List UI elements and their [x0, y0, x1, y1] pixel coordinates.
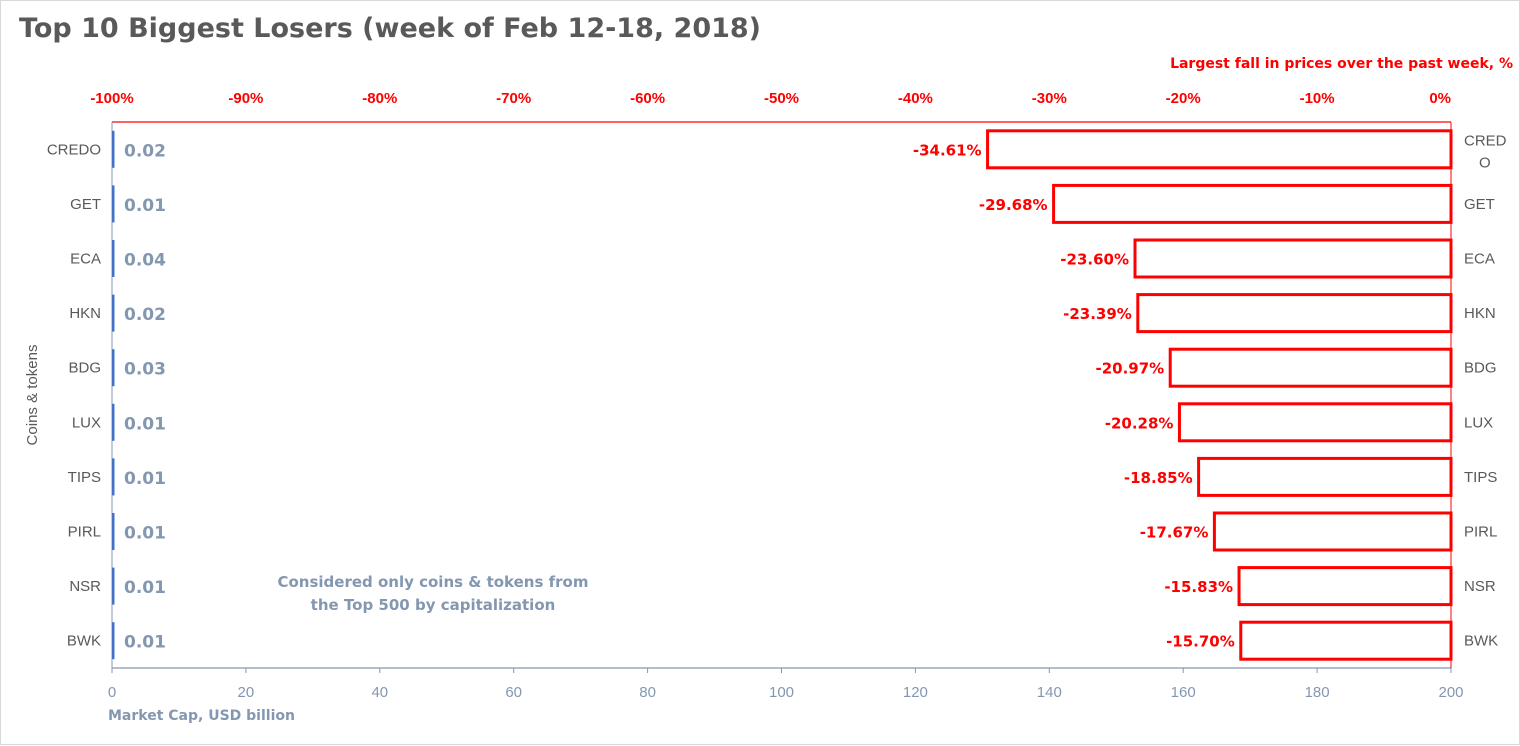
- bottom-axis-tick-label: 200: [1438, 684, 1463, 701]
- market-cap-bar: [112, 567, 115, 605]
- category-label-right: BWK: [1464, 633, 1498, 650]
- price-change-bar: [1136, 293, 1453, 334]
- price-change-label: -20.28%: [1105, 414, 1174, 432]
- price-change-bar: [986, 129, 1453, 170]
- price-change-label: -17.67%: [1140, 524, 1209, 542]
- category-label-left: CREDO: [47, 141, 101, 158]
- bottom-axis-tick-label: 140: [1037, 684, 1062, 701]
- chart-note-line-1: Considered only coins & tokens from: [277, 573, 589, 591]
- market-cap-bar: [112, 185, 115, 223]
- market-cap-label: 0.01: [124, 196, 166, 216]
- category-label-left: PIRL: [68, 524, 101, 541]
- top-axis-tick-label: -40%: [898, 90, 933, 107]
- price-change-bar: [1133, 238, 1453, 279]
- category-label-right: ECA: [1464, 251, 1495, 268]
- chart-title: Top 10 Biggest Losers (week of Feb 12-18…: [19, 13, 762, 44]
- market-cap-label: 0.04: [124, 251, 166, 271]
- top-axis-tick-label: -90%: [228, 90, 263, 107]
- market-cap-label: 0.01: [124, 633, 166, 653]
- market-cap-bar: [112, 130, 115, 168]
- category-label-left: ECA: [70, 251, 101, 268]
- bottom-axis-tick-label: 180: [1305, 684, 1330, 701]
- price-change-label: -23.39%: [1063, 305, 1132, 323]
- category-label-left: TIPS: [68, 469, 101, 486]
- bottom-axis-tick-label: 120: [903, 684, 928, 701]
- chart-note-line-2: the Top 500 by capitalization: [310, 596, 556, 614]
- market-cap-label: 0.01: [124, 469, 166, 489]
- category-label-right-part: CRED: [1464, 132, 1507, 149]
- market-cap-bar: [112, 294, 115, 332]
- market-cap-label: 0.01: [124, 578, 166, 598]
- category-label-right: PIRL: [1464, 524, 1497, 541]
- category-label-left: GET: [70, 196, 101, 213]
- top-axis-tick-label: -30%: [1032, 90, 1067, 107]
- top-axis-tick-label: -100%: [90, 90, 133, 107]
- y-axis-title: Coins & tokens: [24, 345, 41, 446]
- category-label-left: NSR: [69, 578, 101, 595]
- market-cap-bar: [112, 240, 115, 277]
- bottom-axis-tick-label: 0: [108, 684, 116, 701]
- bottom-axis-tick-label: 60: [505, 684, 522, 701]
- price-change-label: -15.70%: [1166, 633, 1235, 651]
- top-axis-tick-label: -10%: [1300, 90, 1335, 107]
- category-label-right: CRED O: [1464, 132, 1507, 171]
- bottom-axis-title: Market Cap, USD billion: [108, 708, 295, 724]
- category-label-right: TIPS: [1464, 469, 1497, 486]
- market-cap-bar: [112, 403, 115, 441]
- price-change-bar: [1177, 402, 1453, 443]
- chart-note: Considered only coins & tokens from the …: [263, 571, 603, 617]
- price-change-bar: [1197, 456, 1453, 497]
- top-axis-tick-label: -60%: [630, 90, 665, 107]
- price-change-label: -15.83%: [1164, 578, 1233, 596]
- price-change-label: -20.97%: [1096, 360, 1165, 378]
- category-label-right: LUX: [1464, 414, 1493, 431]
- price-change-label: -34.61%: [913, 141, 982, 159]
- category-label-right: HKN: [1464, 305, 1496, 322]
- market-cap-bar: [112, 513, 115, 550]
- category-label-left: HKN: [69, 305, 101, 322]
- top-axis-tick-label: -20%: [1166, 90, 1201, 107]
- price-change-label: -18.85%: [1124, 469, 1193, 487]
- price-change-bar: [1239, 620, 1453, 661]
- bottom-axis-tick-label: 80: [639, 684, 656, 701]
- category-label-left: LUX: [72, 414, 101, 431]
- category-label-left: BDG: [68, 360, 101, 377]
- category-label-right-part: O: [1479, 154, 1491, 171]
- category-label-right: NSR: [1464, 578, 1496, 595]
- bottom-axis-tick-label: 40: [371, 684, 388, 701]
- top-axis-tick-label: -50%: [764, 90, 799, 107]
- price-change-bar: [1168, 347, 1453, 388]
- market-cap-label: 0.03: [124, 360, 166, 380]
- category-label-left: BWK: [67, 633, 101, 650]
- bottom-axis-tick-label: 160: [1171, 684, 1196, 701]
- price-change-bar: [1052, 183, 1453, 224]
- market-cap-bar: [112, 458, 115, 496]
- price-change-label: -29.68%: [979, 196, 1048, 214]
- market-cap-label: 0.01: [124, 414, 166, 434]
- top-axis-tick-label: -80%: [362, 90, 397, 107]
- bottom-axis-tick-label: 100: [769, 684, 794, 701]
- market-cap-label: 0.02: [124, 305, 166, 325]
- price-change-bar: [1237, 566, 1453, 607]
- market-cap-bar: [112, 622, 115, 660]
- market-cap-label: 0.01: [124, 524, 166, 544]
- top-axis-tick-label: 0%: [1429, 90, 1451, 107]
- price-change-label: -23.60%: [1060, 251, 1129, 269]
- bottom-axis-tick-label: 20: [238, 684, 255, 701]
- top-axis-title: Largest fall in prices over the past wee…: [1170, 56, 1513, 72]
- category-label-right: GET: [1464, 196, 1495, 213]
- category-label-right: BDG: [1464, 360, 1497, 377]
- market-cap-bar: [112, 349, 115, 387]
- top-axis-tick-label: -70%: [496, 90, 531, 107]
- market-cap-label: 0.02: [124, 141, 166, 161]
- price-change-bar: [1212, 511, 1453, 552]
